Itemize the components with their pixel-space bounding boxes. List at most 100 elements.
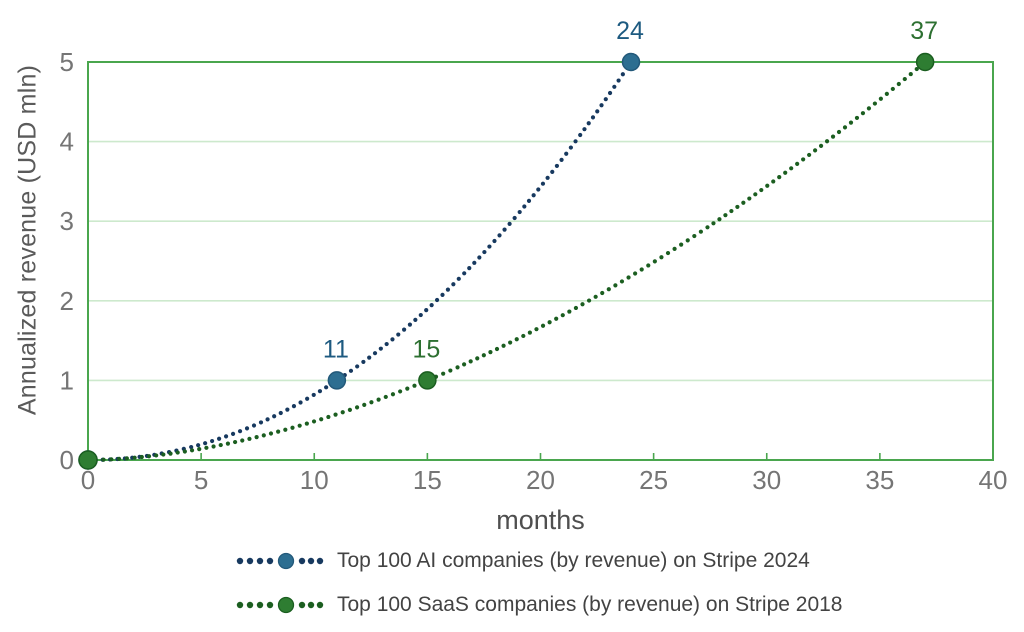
series-0-dot <box>298 400 303 405</box>
y-tick-label: 0 <box>60 445 74 475</box>
series-0-dot <box>305 396 310 401</box>
series-1-dot <box>747 196 752 201</box>
series-1-dot <box>890 86 895 92</box>
series-1-dot <box>175 450 180 455</box>
series-1-dot <box>554 316 559 321</box>
series-1-dot <box>254 435 259 440</box>
series-0-dot <box>258 420 264 425</box>
series-1-dot <box>639 267 644 272</box>
series-0-dot <box>545 175 550 180</box>
series-0-dot <box>424 308 429 313</box>
series-1-dot <box>679 242 684 247</box>
series-0-marker <box>327 371 347 390</box>
x-tick-label: 0 <box>81 465 95 495</box>
series-1-dot <box>534 327 539 332</box>
series-1-dot <box>813 148 818 153</box>
series-1-dot <box>311 419 317 424</box>
series-0-dot <box>355 364 360 369</box>
series-1-dot <box>290 425 295 430</box>
y-tick-label: 2 <box>60 286 74 316</box>
legend-item-ai-2024: Top 100 AI companies (by revenue) on Str… <box>236 546 843 576</box>
series-1-dot <box>540 323 546 328</box>
series-1-dot <box>836 129 842 135</box>
series-1-dot <box>619 279 625 284</box>
series-1-point-label: 15 <box>412 335 440 363</box>
series-1-dot <box>168 451 173 456</box>
series-0-dot <box>482 249 487 255</box>
series-1-dot <box>580 302 585 307</box>
legend-marker-dot <box>266 601 274 609</box>
series-1-dot <box>297 423 302 428</box>
series-1-dot <box>884 91 889 96</box>
series-0-dot <box>429 303 434 308</box>
series-0-dot <box>550 169 555 175</box>
series-0-point-label: 11 <box>323 335 349 363</box>
legend-marker-dot <box>236 601 244 609</box>
series-0-dot <box>531 193 536 198</box>
x-tick-label: 35 <box>865 465 894 495</box>
y-axis-title: Annualized revenue (USD mln) <box>13 64 42 416</box>
series-1-dot <box>475 356 480 361</box>
series-1-dot <box>902 76 907 82</box>
series-1-dot <box>896 81 901 87</box>
series-1-dot <box>818 143 824 148</box>
series-0-dot <box>196 443 201 448</box>
series-0-dot <box>244 426 250 431</box>
series-0-dot <box>607 90 613 96</box>
series-1-dot <box>878 96 883 101</box>
legend-marker-dot <box>256 601 264 609</box>
series-0-dot <box>367 355 372 360</box>
series-0-dot <box>502 227 507 232</box>
series-1-dot <box>685 238 690 243</box>
x-tick-label: 25 <box>639 465 668 495</box>
series-1-dot <box>182 449 187 454</box>
series-0-dot <box>487 244 492 249</box>
x-tick-label: 15 <box>413 465 442 495</box>
series-0-dot <box>612 84 617 89</box>
series-1-dot <box>783 170 788 175</box>
series-1-dot <box>501 343 506 348</box>
legend-dotted-line-marker-icon <box>236 552 324 570</box>
series-0-dot <box>451 282 456 287</box>
series-1-dot <box>124 456 129 461</box>
series-1-dot <box>369 400 374 405</box>
series-1-dot <box>830 134 836 139</box>
series-1-dot <box>771 179 776 184</box>
series-1-dot <box>276 429 281 434</box>
series-0-dot <box>237 429 243 434</box>
series-0-dot <box>396 332 401 337</box>
x-tick-label: 30 <box>752 465 781 495</box>
series-1-dot <box>729 208 734 214</box>
series-0-dot <box>564 151 569 156</box>
legend-label-ai-2024: Top 100 AI companies (by revenue) on Str… <box>337 549 810 572</box>
series-1-dot <box>362 402 367 407</box>
series-0-dot <box>348 368 354 373</box>
legend-label-saas-2018: Top 100 SaaS companies (by revenue) on S… <box>337 593 843 616</box>
series-1-dot <box>268 431 274 436</box>
series-1-dot <box>801 157 806 162</box>
series-0-dot <box>434 297 440 303</box>
y-tick-label: 1 <box>60 365 74 395</box>
series-0-dot <box>586 121 591 126</box>
series-0-dot <box>203 441 208 446</box>
series-1-dot <box>146 454 152 459</box>
series-1-dot <box>586 298 592 303</box>
series-1-marker <box>78 450 98 470</box>
series-0-dot <box>440 292 445 297</box>
chart-legend: Top 100 AI companies (by revenue) on Str… <box>236 546 843 620</box>
series-1-dot <box>723 213 728 218</box>
series-1-dot <box>866 106 872 111</box>
series-1-dot <box>600 290 605 296</box>
series-0-dot <box>492 238 497 244</box>
legend-marker-dot <box>298 557 306 565</box>
series-0-dot <box>402 327 407 332</box>
series-0-dot <box>536 187 541 192</box>
series-1-dot <box>698 229 703 234</box>
series-0-dot <box>522 204 527 209</box>
series-1-dot <box>462 362 467 367</box>
series-0-dot <box>517 209 522 215</box>
series-1-dot <box>514 337 519 342</box>
series-0-dot <box>361 359 366 365</box>
series-1-dot <box>692 233 697 239</box>
